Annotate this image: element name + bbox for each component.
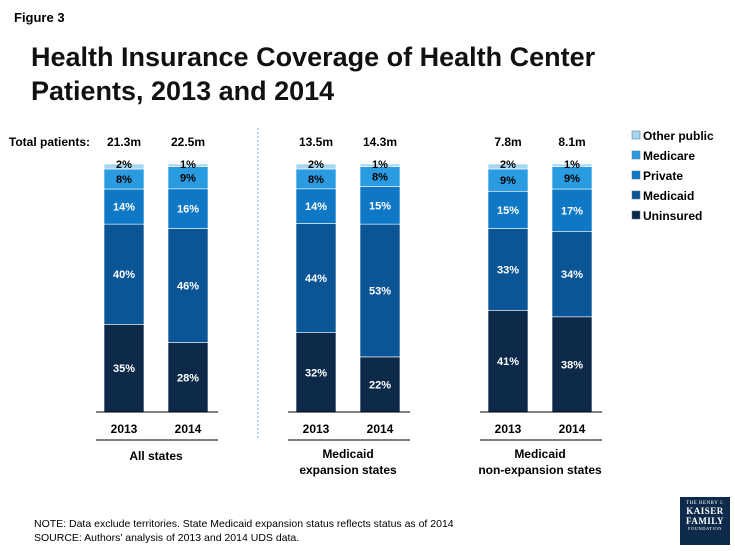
- bar-segment-medicaid: [487, 228, 529, 311]
- logo-line-3: FAMILY: [685, 516, 724, 526]
- data-label: 16%: [177, 204, 199, 216]
- bar-segment-uninsured: [295, 332, 337, 413]
- legend-swatch: [631, 210, 641, 220]
- year-tick-label: 2014: [175, 422, 202, 436]
- legend-label: Private: [643, 169, 683, 183]
- source-text: SOURCE: Authors’ analysis of 2013 and 20…: [34, 532, 300, 544]
- year-tick-label: 2013: [303, 422, 330, 436]
- legend-label: Other public: [643, 129, 714, 143]
- logo-line-2: KAISER: [686, 506, 724, 516]
- data-label: 33%: [497, 264, 519, 276]
- bar-segment-uninsured: [359, 356, 401, 413]
- data-label: 17%: [561, 205, 583, 217]
- data-label: 14%: [305, 201, 327, 213]
- data-label: 1%: [564, 159, 580, 171]
- data-label: 1%: [372, 159, 388, 171]
- legend-swatch: [631, 190, 641, 200]
- bar-segment-other-public: [167, 163, 209, 167]
- year-tick-label: 2014: [559, 422, 586, 436]
- footnotes: NOTE: Data exclude territories. State Me…: [34, 517, 454, 545]
- bar-segment-uninsured: [551, 316, 593, 413]
- data-label: 1%: [180, 159, 196, 171]
- data-label: 53%: [369, 286, 391, 298]
- group-label: Medicaid non-expansion states: [478, 447, 602, 477]
- data-label: 9%: [564, 173, 580, 185]
- chart-title: Health Insurance Coverage of Health Cent…: [31, 42, 596, 106]
- stacked-bar-chart: Total patients: 35% 40% 14% 8% 2% 21.3m 2013 28%…: [9, 128, 714, 477]
- data-label: 28%: [177, 372, 199, 384]
- data-label: 22%: [369, 379, 391, 391]
- figure-label: Figure 3: [14, 10, 65, 25]
- legend-swatch: [631, 150, 641, 160]
- data-label: 2%: [116, 159, 132, 171]
- legend-label: Medicaid: [643, 189, 694, 203]
- bar-segment-uninsured: [103, 324, 145, 413]
- year-tick-label: 2013: [495, 422, 522, 436]
- data-label: 8%: [116, 174, 132, 186]
- bar-total-label: 22.5m: [171, 135, 205, 149]
- data-label: 46%: [177, 281, 199, 293]
- bar-segment-other-public: [487, 163, 529, 170]
- bar-segment-medicaid: [103, 223, 145, 325]
- data-label: 14%: [113, 202, 135, 214]
- bar-segment-uninsured: [167, 342, 209, 413]
- note-text: NOTE: Data exclude territories. State Me…: [34, 518, 454, 530]
- bar-total-label: 21.3m: [107, 135, 141, 149]
- logo-line-4: FOUNDATION: [688, 526, 722, 531]
- group-label-line: All states: [129, 449, 183, 463]
- bar-total-label: 14.3m: [363, 135, 397, 149]
- data-label: 8%: [372, 172, 388, 184]
- legend-label: Uninsured: [643, 209, 702, 223]
- data-label: 32%: [305, 367, 327, 379]
- bar-total-label: 8.1m: [558, 135, 585, 149]
- data-label: 35%: [113, 363, 135, 375]
- data-label: 44%: [305, 273, 327, 285]
- bar-total-label: 7.8m: [494, 135, 521, 149]
- bar-segment-other-public: [359, 163, 401, 167]
- data-label: 40%: [113, 269, 135, 281]
- data-label: 15%: [369, 200, 391, 212]
- group-label-line: expansion states: [299, 463, 397, 477]
- bar-segment-medicaid: [295, 223, 337, 333]
- bar-segment-private: [295, 188, 337, 224]
- data-label: 8%: [308, 174, 324, 186]
- logo-line-1: THE HENRY J.: [685, 501, 725, 506]
- bar-segment-other-public: [103, 163, 145, 170]
- group-label-line: non-expansion states: [478, 463, 602, 477]
- data-label: 9%: [500, 175, 516, 187]
- kff-logo: THE HENRY J. KAISER FAMILY FOUNDATION: [680, 497, 730, 545]
- data-label: 2%: [308, 159, 324, 171]
- bar-segment-other-public: [551, 163, 593, 167]
- year-tick-label: 2013: [111, 422, 138, 436]
- bar-segment-private: [551, 188, 593, 232]
- legend-swatch: [631, 130, 641, 140]
- group-label: All states: [129, 449, 183, 463]
- bar-segment-medicaid: [359, 223, 401, 358]
- total-patients-label: Total patients:: [9, 135, 90, 149]
- bar-segment-medicaid: [551, 231, 593, 318]
- data-label: 41%: [497, 356, 519, 368]
- bar-segment-uninsured: [487, 310, 529, 413]
- data-label: 38%: [561, 359, 583, 371]
- legend-swatch: [631, 170, 641, 180]
- legend-label: Medicare: [643, 149, 695, 163]
- year-tick-label: 2014: [367, 422, 394, 436]
- group-label-line: Medicaid: [514, 447, 565, 461]
- data-label: 15%: [497, 205, 519, 217]
- bar-segment-other-public: [295, 163, 337, 170]
- bar-segment-private: [359, 186, 401, 225]
- data-label: 9%: [180, 173, 196, 185]
- data-label: 34%: [561, 269, 583, 281]
- group-label-line: Medicaid: [322, 447, 373, 461]
- bar-total-label: 13.5m: [299, 135, 333, 149]
- data-label: 2%: [500, 159, 516, 171]
- group-label: Medicaid expansion states: [299, 447, 397, 477]
